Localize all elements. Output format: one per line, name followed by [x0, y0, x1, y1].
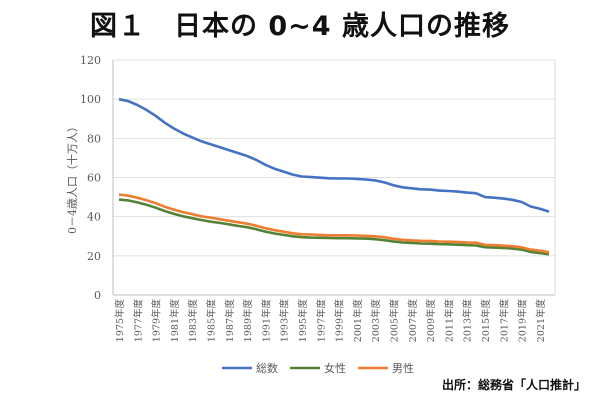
- x-tick-label: 2021年度: [535, 299, 547, 343]
- y-tick-label: 0: [94, 289, 101, 302]
- x-tick-label: 2015年度: [480, 299, 492, 343]
- x-tick-label: 1977年度: [132, 299, 144, 343]
- y-tick-label: 100: [80, 93, 101, 106]
- x-tick-label: 2003年度: [370, 299, 382, 343]
- x-tick-label: 1985年度: [205, 299, 217, 343]
- y-axis-label: 0－4歳人口（十万人）: [65, 121, 79, 234]
- x-tick-label: 1983年度: [187, 299, 199, 343]
- x-tick-label: 2011年度: [443, 299, 455, 343]
- x-tick-label: 1981年度: [169, 299, 181, 343]
- x-tick-label: 2017年度: [498, 299, 510, 343]
- x-tick-label: 1999年度: [334, 299, 346, 343]
- legend-label: 女性: [324, 361, 346, 375]
- legend-label: 総数: [256, 361, 278, 375]
- x-tick-label: 1991年度: [260, 299, 272, 343]
- x-tick-label: 1989年度: [242, 299, 254, 343]
- source-note: 出所：総務省「人口推計」: [441, 378, 586, 392]
- series-line-2: [118, 198, 550, 256]
- y-tick-label: 80: [87, 132, 101, 145]
- x-tick-label: 1979年度: [151, 299, 163, 343]
- x-tick-label: 2009年度: [425, 299, 437, 343]
- x-tick-label: 1997年度: [315, 299, 327, 343]
- series-line-3: [118, 193, 550, 254]
- y-tick-label: 40: [87, 211, 101, 224]
- x-tick-label: 2005年度: [388, 299, 400, 343]
- x-tick-label: 2019年度: [517, 299, 529, 343]
- x-tick-label: 1993年度: [279, 299, 291, 343]
- x-tick-label: 1987年度: [224, 299, 236, 343]
- x-tick-label: 1975年度: [114, 299, 126, 343]
- series-line-1: [118, 97, 550, 213]
- x-tick-label: 2007年度: [407, 299, 419, 343]
- x-tick-label: 2001年度: [352, 299, 364, 343]
- y-tick-label: 60: [87, 172, 101, 185]
- y-tick-label: 120: [80, 54, 101, 67]
- chart-title: 図１ 日本の 0~4 歳人口の推移: [90, 11, 510, 42]
- y-tick-label: 20: [87, 250, 101, 263]
- x-tick-label: 2013年度: [462, 299, 474, 343]
- legend-label: 男性: [392, 361, 414, 375]
- x-tick-label: 1995年度: [297, 299, 309, 343]
